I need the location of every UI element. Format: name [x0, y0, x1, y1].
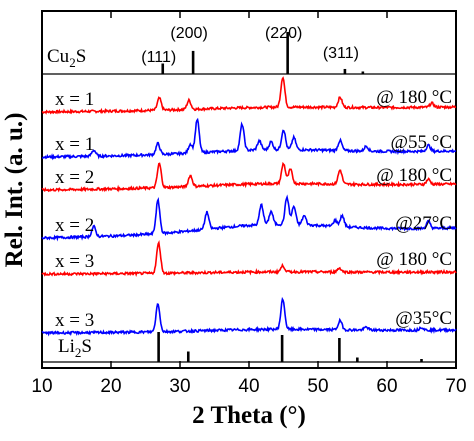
- miller-index-label: (200): [170, 25, 207, 42]
- x-tick-label: 30: [169, 376, 190, 397]
- series-label: x = 3: [55, 310, 94, 331]
- x-tick-label: 20: [100, 376, 121, 397]
- series-label: x = 1: [55, 89, 94, 110]
- reference-label: Cu2S: [47, 46, 86, 70]
- miller-index-label: (111): [141, 49, 176, 66]
- reference-li2s: Li2S: [42, 332, 456, 363]
- series-line: [41, 194, 457, 242]
- series-label: x = 2: [55, 167, 94, 188]
- series-2: x = 1 @55 °C: [42, 117, 457, 161]
- x-tick-label: 40: [238, 376, 259, 397]
- miller-index-label: (220): [265, 25, 302, 42]
- series-5: x = 3 @ 180 °C: [41, 240, 457, 277]
- series-label: x = 1: [55, 134, 94, 155]
- series-temp-label: @ 180 °C: [376, 249, 452, 270]
- series-temp-label: @27°C: [395, 213, 452, 234]
- series-label: x = 2: [55, 215, 94, 236]
- series-temp-label: @55 °C: [390, 132, 452, 153]
- miller-index-label: (311): [323, 45, 359, 62]
- y-axis-title: Rel. Int. (a. u.): [1, 113, 28, 268]
- series-line: [42, 117, 457, 161]
- series-1: x = 1 @ 180 °C: [41, 76, 457, 115]
- series-line: [41, 240, 457, 277]
- x-tick-label: 60: [376, 376, 397, 397]
- series-line: [41, 296, 457, 337]
- series-4: x = 2 @27°C: [41, 194, 457, 242]
- series-line: [41, 161, 457, 193]
- reference-label: Li2S: [58, 336, 92, 360]
- x-tick-label: 50: [307, 376, 328, 397]
- x-tick-label: 70: [445, 376, 466, 397]
- x-axis-title: 2 Theta (°): [192, 402, 306, 429]
- series-3: x = 2 @ 180 °C: [41, 161, 457, 193]
- series-6: x = 3 @35°C: [41, 296, 457, 337]
- series-temp-label: @ 180 °C: [376, 165, 452, 186]
- series-temp-label: @ 180 °C: [376, 87, 452, 108]
- series-line: [41, 76, 457, 115]
- series-label: x = 3: [55, 251, 94, 272]
- reference-cu2s: Cu2S (111) (200) (220) (311): [42, 25, 456, 75]
- x-tick-label: 10: [31, 376, 52, 397]
- series-temp-label: @35°C: [395, 308, 452, 329]
